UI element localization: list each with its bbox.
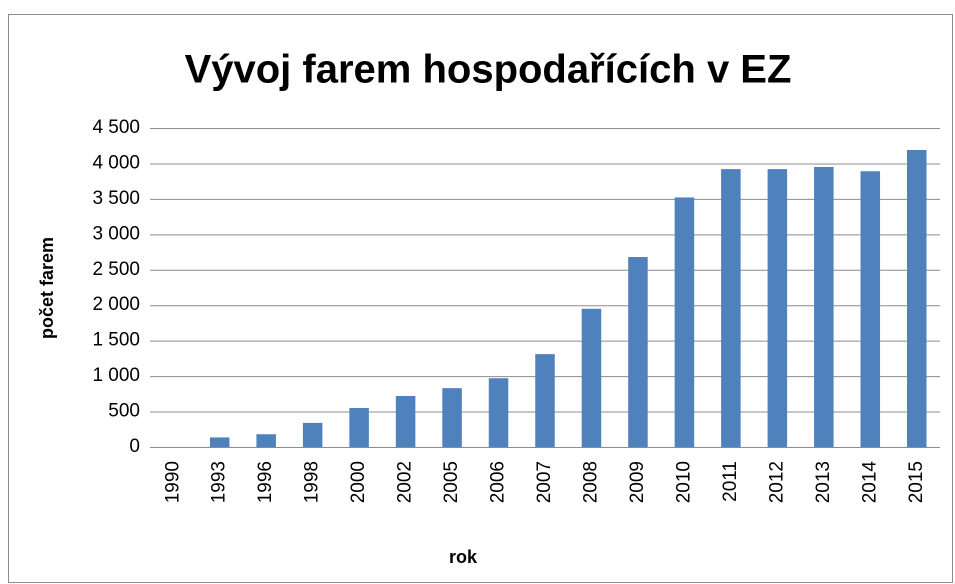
y-tick-label: 4 000 <box>92 152 140 173</box>
bar <box>535 354 555 447</box>
x-tick-label: 2013 <box>813 461 834 503</box>
y-tick-label: 1 500 <box>92 330 140 351</box>
bar <box>302 422 323 447</box>
bar <box>907 149 927 447</box>
bar <box>674 197 695 447</box>
x-tick-label: 2009 <box>627 461 648 503</box>
x-tick-label: 1993 <box>209 461 230 503</box>
x-tick-label: 2000 <box>348 461 369 503</box>
chart-border <box>8 14 953 583</box>
bar <box>442 388 462 447</box>
bar <box>628 257 648 447</box>
x-tick-label: 2006 <box>488 461 509 503</box>
x-tick-label: 1996 <box>255 461 276 503</box>
bar <box>488 378 509 447</box>
bar <box>256 434 276 447</box>
bar <box>395 395 416 447</box>
x-tick-label: 2007 <box>534 461 555 503</box>
y-tick-label: 3 000 <box>92 223 140 244</box>
x-tick-label: 2008 <box>580 461 601 503</box>
y-tick-label: 2 000 <box>92 294 140 315</box>
x-tick-label: 2011 <box>720 461 741 502</box>
x-tick-label: 2005 <box>441 461 462 503</box>
bar <box>209 437 230 447</box>
x-axis-label: rok <box>449 547 478 567</box>
x-tick-label: 1990 <box>162 461 183 503</box>
y-tick-label: 500 <box>108 401 140 422</box>
y-tick-label: 1 000 <box>92 365 140 386</box>
y-tick-label: 0 <box>129 436 140 457</box>
bar <box>721 169 741 448</box>
x-tick-label: 2010 <box>673 461 694 503</box>
x-tick-label: 1998 <box>302 461 323 503</box>
y-tick-label: 3 500 <box>92 188 140 209</box>
bar <box>814 166 834 447</box>
x-tick-label: 2014 <box>859 461 880 504</box>
y-axis-label: počet farem <box>37 237 57 339</box>
chart-title: Vývoj farem hospodařících v EZ <box>185 48 792 92</box>
x-tick-label: 2002 <box>395 461 416 503</box>
bar <box>581 308 602 447</box>
y-tick-label: 4 500 <box>92 117 140 138</box>
bar <box>767 169 788 448</box>
bar <box>349 408 369 447</box>
y-tick-label: 2 500 <box>92 259 140 280</box>
x-tick-label: 2012 <box>766 461 787 503</box>
x-tick-label: 2015 <box>906 461 927 503</box>
bar <box>860 171 881 447</box>
